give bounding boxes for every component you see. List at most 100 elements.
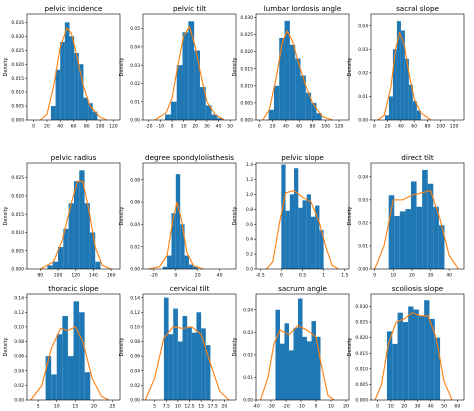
histogram-bar <box>310 216 316 269</box>
x-tick-label: 30 <box>415 404 421 410</box>
y-tick-label: 0.04 <box>130 44 140 50</box>
x-tick-label: 20 <box>409 273 415 279</box>
y-tick-label: 0.02 <box>243 352 253 358</box>
chart-title: pelvic tilt <box>173 4 206 13</box>
y-tick-label: 0.02 <box>130 244 140 250</box>
y-axis-label: Density <box>119 206 125 225</box>
y-tick-label: 0.08 <box>130 177 140 183</box>
kde-line <box>154 25 225 121</box>
histogram-bar <box>438 225 445 269</box>
x-tick-label: 1 <box>322 273 325 279</box>
x-tick-label: 60 <box>296 124 302 130</box>
histogram-bar <box>273 85 280 120</box>
y-tick-label: 0.000 <box>355 398 368 404</box>
histogram-bar <box>311 321 316 400</box>
x-tick-label: 10 <box>328 404 334 410</box>
x-tick-label: 80 <box>84 124 90 130</box>
y-tick-label: 0.06 <box>130 200 140 206</box>
y-tick-label: 0.00 <box>358 267 368 273</box>
y-tick-label: 0.00 <box>358 118 368 124</box>
y-tick-label: 0.06 <box>130 354 140 360</box>
y-tick-label: 0.000 <box>11 267 24 273</box>
axes-frame <box>255 13 350 121</box>
y-tick-label: 0.025 <box>355 320 368 326</box>
y-tick-label: 0.04 <box>358 174 368 180</box>
y-tick-label: 0.010 <box>11 90 24 96</box>
y-tick-label: 0.025 <box>240 32 253 38</box>
x-tick-label: 100 <box>54 273 63 279</box>
axes-frame <box>26 162 121 270</box>
y-tick-label: 0.01 <box>358 94 368 100</box>
y-tick-label: 0.8 <box>246 207 253 213</box>
histogram-bar <box>83 97 89 120</box>
histogram-bar <box>167 255 172 269</box>
y-tick-label: 0.020 <box>11 193 24 199</box>
y-tick-label: 0.08 <box>14 339 24 345</box>
histogram-bar <box>396 21 401 120</box>
x-tick-label: 5 <box>37 404 40 410</box>
histogram-bar <box>316 336 321 400</box>
y-tick-label: 0.030 <box>355 304 368 310</box>
histogram-bar <box>68 203 74 269</box>
y-tick-label: 0.035 <box>11 20 24 26</box>
y-tick-label: 0.01 <box>358 244 368 250</box>
histogram-bar <box>171 213 176 269</box>
x-tick-label: 40 <box>217 273 223 279</box>
y-tick-label: 0.02 <box>358 70 368 76</box>
x-tick-label: 100 <box>321 124 330 130</box>
histogram-bar <box>180 224 185 269</box>
subplot-3: lumbar lordosis angle Density 0 20 40 60 80 100… <box>232 4 350 130</box>
x-tick-label: 0 <box>373 124 376 130</box>
x-tick-label: 80 <box>425 124 431 130</box>
x-tick-label: 120 <box>109 124 118 130</box>
x-tick-label: -0.5 <box>256 273 265 279</box>
histogram-bar <box>201 328 206 400</box>
x-tick-label: 40 <box>57 124 63 130</box>
y-tick-label: 0.6 <box>246 222 253 228</box>
x-tick-label: 30 <box>204 124 210 130</box>
y-tick-label: 0.10 <box>14 324 24 330</box>
x-tick-label: 60 <box>411 124 417 130</box>
histogram-bar <box>289 350 294 400</box>
histogram-bar <box>429 318 435 400</box>
x-tick-label: 12.5 <box>184 404 194 410</box>
y-tick-label: 0.06 <box>14 354 24 360</box>
x-tick-label: -40 <box>252 404 260 410</box>
subplot-9: thoracic slope Density 5 10 15 20 25 0.00 0.02 0.… <box>3 284 121 410</box>
x-tick-label: 40 <box>428 404 434 410</box>
histogram-bar <box>295 58 301 120</box>
histogram-bar <box>284 20 290 121</box>
y-tick-label: 0.04 <box>243 307 253 313</box>
histogram-bar <box>175 174 181 269</box>
y-tick-label: 0.01 <box>130 99 140 105</box>
y-tick-label: 0.01 <box>243 375 253 381</box>
histogram-bar <box>268 109 274 120</box>
x-tick-label: 80 <box>310 124 316 130</box>
histogram-bar <box>399 211 406 269</box>
y-tick-label: 0.4 <box>246 237 253 243</box>
histogram-bar <box>211 114 218 120</box>
x-tick-label: -10 <box>157 124 165 130</box>
subplot-6: degree spondylolisthesis Density -20 0 20 40 0… <box>119 153 237 279</box>
x-tick-label: 17.5 <box>208 404 218 410</box>
y-axis-label: Density <box>119 57 125 76</box>
x-tick-label: 15 <box>198 404 204 410</box>
chart-title: cervical tilt <box>170 284 210 293</box>
x-tick-label: 0 <box>32 124 35 130</box>
y-tick-label: 0.2 <box>246 252 253 258</box>
x-tick-label: 10 <box>54 404 60 410</box>
x-tick-label: 60 <box>71 124 77 130</box>
x-tick-label: 50 <box>441 404 447 410</box>
histogram-bar <box>88 103 93 120</box>
histogram-bar <box>79 170 85 269</box>
histogram-bar <box>384 115 389 120</box>
x-tick-label: 30 <box>428 273 434 279</box>
y-axis-label: Density <box>232 337 238 356</box>
x-tick-label: 40 <box>398 124 404 130</box>
x-tick-label: 40 <box>283 124 289 130</box>
x-tick-label: 15 <box>72 404 78 410</box>
kde-line <box>374 312 453 401</box>
x-tick-label: 120 <box>450 124 459 130</box>
x-tick-label: 25 <box>110 404 116 410</box>
